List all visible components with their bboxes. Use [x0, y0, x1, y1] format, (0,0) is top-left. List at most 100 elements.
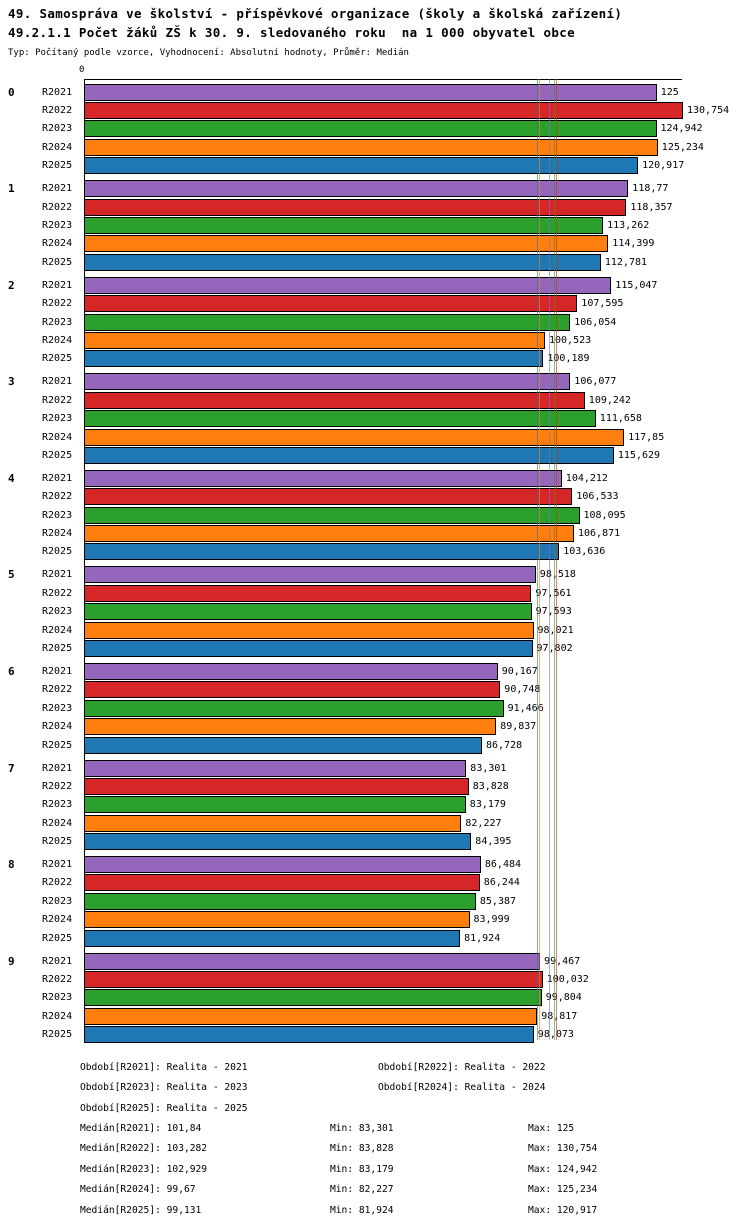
report-title: 49. Samospráva ve školství - příspěvkové… [8, 6, 623, 21]
bar-value-label: 98,518 [539, 569, 576, 581]
bar-area: 86,244 [84, 874, 520, 892]
bar-row-4-R2024: R2024 106,871 [8, 524, 750, 543]
bar-row-1-R2021: 1 R2021 118,77 [8, 180, 750, 198]
series-label: R2025 [42, 932, 73, 944]
series-label: R2023 [42, 123, 73, 135]
bar-value-label: 103,636 [563, 546, 606, 558]
bar-row-5-R2021: 5 R2021 98,518 [8, 566, 750, 584]
bar-9-R2024 [84, 1007, 538, 1025]
bar-9-R2023 [84, 989, 542, 1007]
bar-value-label: 124,942 [660, 123, 703, 135]
bar-area: 86,484 [84, 856, 522, 874]
bar-value-label: 90,748 [504, 684, 541, 696]
series-label: R2021 [42, 376, 73, 388]
bar-row-6-R2022: R2022 90,748 [8, 681, 750, 699]
bar-row-2-R2024: R2024 100,523 [8, 331, 750, 349]
median-stat-label: Medián[R2022]: 103,282 [80, 1143, 208, 1155]
series-label: R2024 [42, 1010, 73, 1022]
bar-8-R2024 [84, 911, 470, 929]
bar-row-4-R2022: R2022 106,533 [8, 488, 750, 506]
series-label: R2022 [42, 491, 73, 503]
bar-area: 84,395 [84, 833, 511, 851]
x-axis-zero-label: 0 [79, 65, 85, 75]
bar-4-R2024 [84, 525, 574, 543]
bar-7-R2022 [84, 777, 469, 795]
bar-area: 91,466 [84, 699, 544, 717]
bar-area: 100,523 [84, 331, 591, 349]
min-stat-label: Min: 83,828 [330, 1143, 394, 1155]
max-stat-label: Max: 124,942 [528, 1163, 598, 1175]
series-label: R2021 [42, 955, 73, 967]
bar-group-4: 4 R2021 104,212 R2022 106,533 R2023 108,095 R20… [8, 469, 750, 561]
bar-value-label: 107,595 [581, 298, 624, 310]
bar-area: 106,054 [84, 313, 617, 331]
category-label: 0 [8, 85, 15, 99]
footer-period-line: Období[R2021]: Realita - 2021 Období[R202… [8, 1058, 750, 1078]
bar-value-label: 106,077 [574, 376, 617, 388]
bar-1-R2024 [84, 235, 609, 253]
bar-4-R2023 [84, 506, 580, 524]
bar-area: 97,593 [84, 603, 572, 621]
bar-value-label: 100,189 [547, 353, 590, 365]
bar-area: 82,227 [84, 814, 502, 832]
series-label: R2025 [42, 256, 73, 268]
series-label: R2023 [42, 992, 73, 1004]
bar-row-3-R2023: R2023 111,658 [8, 409, 750, 428]
series-label: R2022 [42, 201, 73, 213]
bar-7-R2024 [84, 814, 462, 832]
bar-area: 89,837 [84, 718, 536, 736]
bar-area: 90,167 [84, 662, 538, 680]
bar-area: 125 [84, 83, 679, 101]
bar-area: 115,047 [84, 276, 658, 294]
series-label: R2022 [42, 298, 73, 310]
bar-9-R2025 [84, 1026, 534, 1044]
bar-area: 112,781 [84, 253, 647, 271]
bar-value-label: 86,484 [484, 859, 522, 871]
category-label: 9 [8, 954, 15, 968]
bar-value-label: 106,054 [574, 316, 617, 328]
bar-row-8-R2021: 8 R2021 86,484 [8, 855, 750, 874]
indicator-title: 49.2.1.1 Počet žáků ZŠ k 30. 9. sledovan… [8, 25, 576, 40]
bar-row-8-R2022: R2022 86,244 [8, 874, 750, 892]
series-label: R2021 [42, 665, 73, 677]
bar-row-3-R2024: R2024 117,85 [8, 428, 750, 446]
median-line-R2021 [549, 79, 550, 1040]
series-label: R2024 [42, 624, 73, 636]
bar-row-2-R2022: R2022 107,595 [8, 294, 750, 313]
period-label: Období[R2024]: Realita - 2024 [378, 1082, 546, 1094]
bar-area: 86,728 [84, 736, 522, 754]
bar-row-6-R2021: 6 R2021 90,167 [8, 662, 750, 680]
bar-2-R2022 [84, 295, 578, 313]
period-label: Období[R2022]: Realita - 2022 [378, 1061, 546, 1073]
chart-settings-line: Typ: Počítaný podle vzorce, Vyhodnocení:… [8, 48, 409, 58]
min-stat-label: Min: 81,924 [330, 1204, 394, 1216]
series-label: R2022 [42, 684, 73, 696]
series-label: R2023 [42, 220, 73, 232]
min-stat-label: Min: 83,179 [330, 1163, 394, 1175]
bar-value-label: 113,262 [607, 220, 650, 232]
bar-area: 107,595 [84, 295, 624, 313]
series-label: R2023 [42, 799, 73, 811]
bar-group-1: 1 R2021 118,77 R2022 118,357 R2023 113,262 R202… [8, 180, 750, 272]
bar-row-6-R2025: R2025 86,728 [8, 736, 750, 754]
series-label: R2025 [42, 160, 73, 172]
min-stat-label: Min: 83,301 [330, 1123, 394, 1135]
bar-2-R2023 [84, 313, 571, 331]
bar-value-label: 109,242 [588, 394, 631, 406]
series-label: R2023 [42, 509, 73, 521]
series-label: R2023 [42, 413, 73, 425]
bar-row-1-R2023: R2023 113,262 [8, 216, 750, 235]
bar-area: 98,817 [84, 1007, 577, 1025]
bar-area: 113,262 [84, 217, 650, 235]
series-label: R2025 [42, 449, 73, 461]
bar-value-label: 115,047 [615, 279, 658, 291]
bar-1-R2021 [84, 180, 629, 198]
category-label: 2 [8, 278, 15, 292]
category-label: 1 [8, 182, 15, 196]
bar-3-R2023 [84, 410, 596, 428]
bar-0-R2021 [84, 83, 657, 101]
bar-group-0: 0 R2021 125 R2022 130,754 R2023 124,942 R2024 12… [8, 83, 750, 175]
median-line-R2025 [536, 79, 538, 1040]
bar-1-R2022 [84, 198, 627, 216]
bar-value-label: 97,593 [536, 606, 572, 617]
